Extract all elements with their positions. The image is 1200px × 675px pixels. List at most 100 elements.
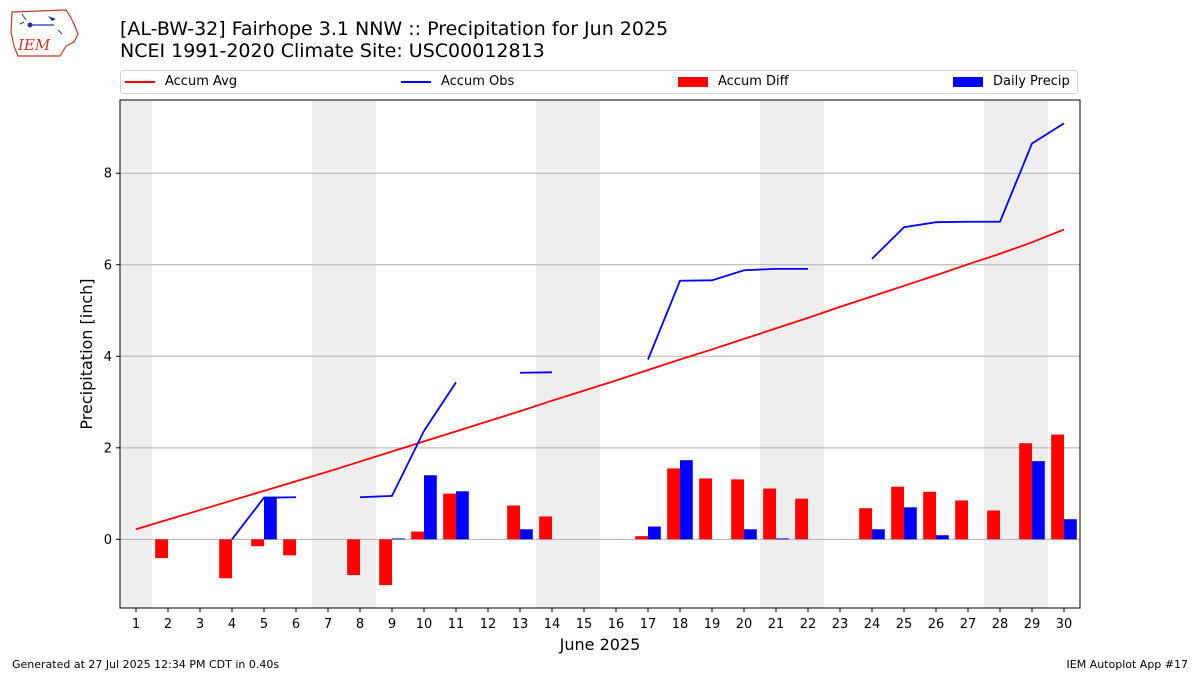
accum-diff-bar (859, 508, 872, 540)
iowa-outline (10, 9, 79, 57)
title-line-2: NCEI 1991-2020 Climate Site: USC00012813 (120, 40, 545, 62)
x-tick-label: 28 (992, 617, 1009, 632)
daily-precip-bar (936, 535, 949, 540)
x-tick-label: 21 (768, 617, 785, 632)
weekend-band (312, 100, 376, 608)
x-tick-label: 18 (672, 617, 689, 632)
x-tick-label: 13 (512, 617, 529, 632)
accum-obs-line (359, 381, 457, 499)
x-tick-label: 19 (704, 617, 721, 632)
daily-precip-bar (776, 538, 789, 540)
accum-diff-bar (155, 539, 168, 559)
legend-label: Accum Avg (165, 74, 238, 89)
x-tick-label: 17 (640, 617, 657, 632)
accum-obs-line (647, 267, 808, 360)
x-tick-label: 6 (292, 617, 300, 632)
x-tick-label: 20 (736, 617, 753, 632)
accum-diff-bar (699, 478, 712, 540)
accum-diff-bar (1019, 443, 1032, 540)
x-tick-label: 14 (544, 617, 561, 632)
logo-text: IEM (17, 36, 51, 54)
x-tick-label: 8 (356, 617, 364, 632)
legend-label: Accum Obs (441, 74, 515, 89)
y-tick-label: 2 (104, 441, 112, 456)
x-tick-label: 15 (576, 617, 593, 632)
accum-diff-bar (283, 539, 296, 556)
chart-title: [AL-BW-32] Fairhope 3.1 NNW :: Precipita… (120, 18, 668, 62)
title-line-1: [AL-BW-32] Fairhope 3.1 NNW :: Precipita… (120, 18, 669, 40)
daily-precip-bar (904, 507, 917, 540)
x-tick-label: 11 (448, 617, 465, 632)
daily-precip-bar (392, 538, 405, 540)
accum-diff-bar (347, 539, 360, 576)
iem-logo: IEM (10, 9, 79, 57)
legend-label: Daily Precip (993, 74, 1070, 89)
daily-precip-bar (1064, 519, 1077, 540)
x-tick-label: 3 (196, 617, 204, 632)
legend: Accum Avg Accum Obs Accum Diff Daily Pre… (120, 70, 1078, 94)
legend-item-accum-diff: Accum Diff (678, 74, 789, 90)
x-tick-label: 16 (608, 617, 625, 632)
accum-diff-bar (507, 505, 520, 540)
accum-diff-bar (219, 539, 232, 579)
x-tick-label: 23 (832, 617, 849, 632)
accum-diff-bar (1051, 434, 1064, 540)
daily-precip-bar (520, 529, 533, 540)
y-axis-label: Precipitation [inch] (77, 278, 96, 429)
x-tick-label: 12 (480, 617, 497, 632)
x-tick-label: 27 (960, 617, 977, 632)
accum-diff-bar (379, 539, 392, 586)
daily-precip-bar (872, 529, 885, 540)
daily-precip-bar (648, 526, 661, 540)
x-tick-label: 24 (864, 617, 881, 632)
accum-diff-bar (667, 468, 680, 540)
x-tick-label: 4 (228, 617, 236, 632)
x-tick-label: 29 (1024, 617, 1041, 632)
accum-diff-bar (635, 536, 648, 540)
accum-diff-bar (987, 510, 1000, 540)
x-tick-label: 7 (324, 617, 332, 632)
x-tick-label: 5 (260, 617, 268, 632)
legend-item-accum-avg: Accum Avg (125, 74, 237, 90)
daily-precip-bar (680, 460, 693, 540)
accum-diff-bar (891, 486, 904, 540)
daily-precip-bar (456, 491, 469, 540)
accum-diff-bar (795, 498, 808, 540)
x-tick-label: 9 (388, 617, 396, 632)
accum-obs-line (231, 496, 297, 540)
legend-label: Accum Diff (718, 74, 789, 89)
windvane-icon (48, 16, 56, 21)
accum-diff-bar (443, 493, 456, 540)
x-tick-label: 25 (896, 617, 913, 632)
y-tick-label: 4 (104, 350, 112, 365)
legend-swatch (401, 81, 431, 83)
y-tick-label: 0 (104, 533, 112, 548)
footer-app: IEM Autoplot App #17 (1066, 658, 1189, 671)
accum-diff-bar (923, 491, 936, 540)
accum-diff-bar (251, 539, 264, 547)
footer-generated: Generated at 27 Jul 2025 12:34 PM CDT in… (12, 658, 280, 671)
daily-precip-bar (744, 529, 757, 540)
daily-precip-bar (264, 496, 277, 540)
accum-diff-bar (539, 516, 552, 540)
accum-diff-bar (411, 531, 424, 540)
x-tick-label: 26 (928, 617, 945, 632)
y-tick-label: 6 (104, 258, 112, 273)
x-tick-label: 2 (164, 617, 172, 632)
legend-swatch (125, 81, 155, 83)
legend-item-daily-precip: Daily Precip (953, 74, 1070, 90)
x-tick-label: 10 (416, 617, 433, 632)
accum-diff-bar (731, 479, 744, 540)
x-axis-label: June 2025 (559, 635, 641, 654)
x-tick-label: 30 (1056, 617, 1073, 632)
x-tick-label: 22 (800, 617, 817, 632)
accum-avg-line (135, 228, 1065, 531)
weekend-band (120, 100, 152, 608)
accum-diff-bar (763, 488, 776, 540)
legend-swatch (953, 77, 983, 87)
accum-obs-line (871, 122, 1065, 260)
y-tick-label: 8 (104, 167, 112, 182)
legend-item-accum-obs: Accum Obs (401, 74, 514, 90)
daily-precip-bar (1032, 461, 1045, 540)
